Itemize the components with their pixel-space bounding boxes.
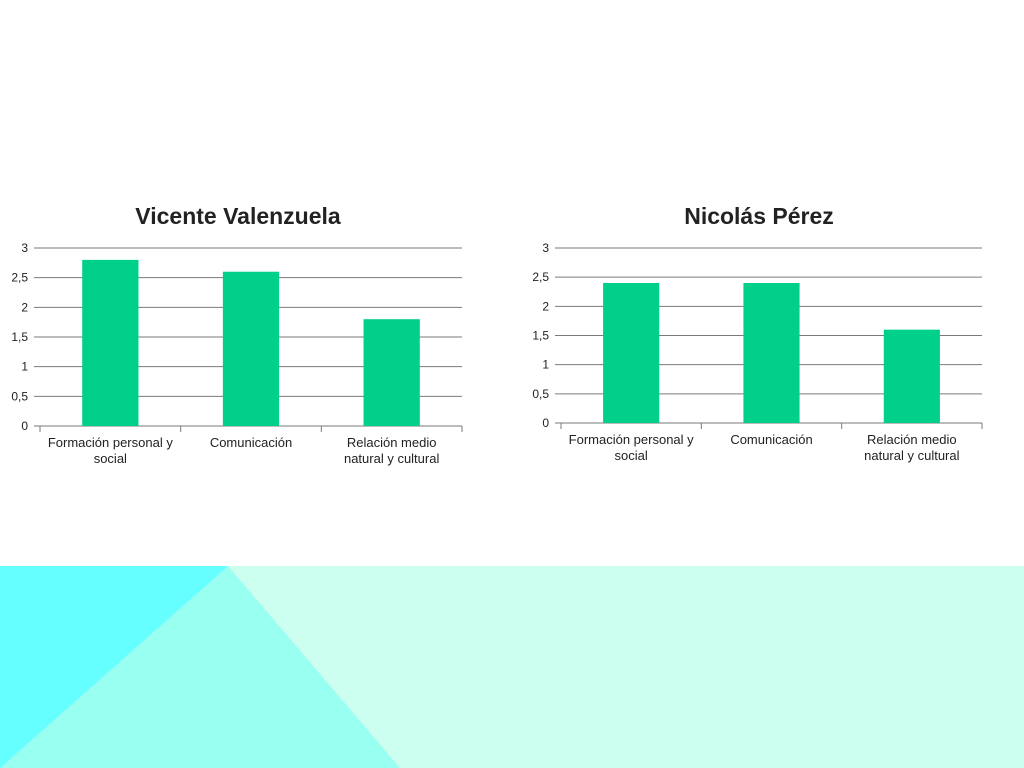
category-label-line: natural y cultural — [864, 448, 959, 463]
bar — [222, 271, 280, 426]
bar — [363, 319, 420, 426]
y-tick-label: 0 — [21, 419, 28, 433]
y-tick-label: 1,5 — [11, 330, 28, 344]
chart-nicolas-perez: Nicolás Pérez 0 0,5 1 1,5 2 2,5 3 Formación pers… — [532, 203, 983, 463]
y-tick-label: 2 — [542, 299, 549, 313]
category-label: Formación personal y social — [48, 435, 173, 466]
y-tick-label: 0,5 — [11, 389, 28, 403]
category-label: Formación personal y social — [569, 432, 694, 463]
category-label-line: Formación personal y — [48, 435, 173, 450]
category-label-line: Comunicación — [210, 435, 292, 450]
category-label-line: Relación medio — [867, 432, 957, 447]
y-tick-label: 2,5 — [11, 271, 28, 285]
category-label-line: Comunicación — [730, 432, 812, 447]
category-label: Relación medio natural y cultural — [864, 432, 959, 463]
bar — [603, 283, 660, 423]
band-left-triangle — [0, 566, 228, 768]
category-label: Comunicación — [210, 435, 292, 450]
bar — [743, 283, 800, 423]
y-tick-label: 1,5 — [532, 329, 549, 343]
y-tick-label: 2 — [21, 300, 28, 314]
category-label-line: Relación medio — [347, 435, 437, 450]
y-tick-label: 0 — [542, 416, 549, 430]
y-tick-label: 0,5 — [532, 387, 549, 401]
category-label: Comunicación — [730, 432, 812, 447]
bar — [82, 259, 139, 426]
bar — [883, 329, 940, 423]
category-label-line: natural y cultural — [344, 451, 439, 466]
category-label-line: social — [615, 448, 648, 463]
y-tick-label: 1 — [21, 360, 28, 374]
chart-title: Vicente Valenzuela — [135, 203, 341, 229]
decorative-band — [0, 566, 1024, 768]
chart-vicente-valenzuela: Vicente Valenzuela 0 0,5 1 1,5 2 2,5 3 Formación… — [11, 203, 463, 466]
category-label-line: social — [94, 451, 127, 466]
y-tick-label: 2,5 — [532, 270, 549, 284]
chart-title: Nicolás Pérez — [684, 203, 834, 229]
category-label-line: Formación personal y — [569, 432, 694, 447]
y-tick-label: 3 — [542, 241, 549, 255]
y-tick-label: 1 — [542, 358, 549, 372]
y-tick-label: 3 — [21, 241, 28, 255]
category-label: Relación medio natural y cultural — [344, 435, 439, 466]
